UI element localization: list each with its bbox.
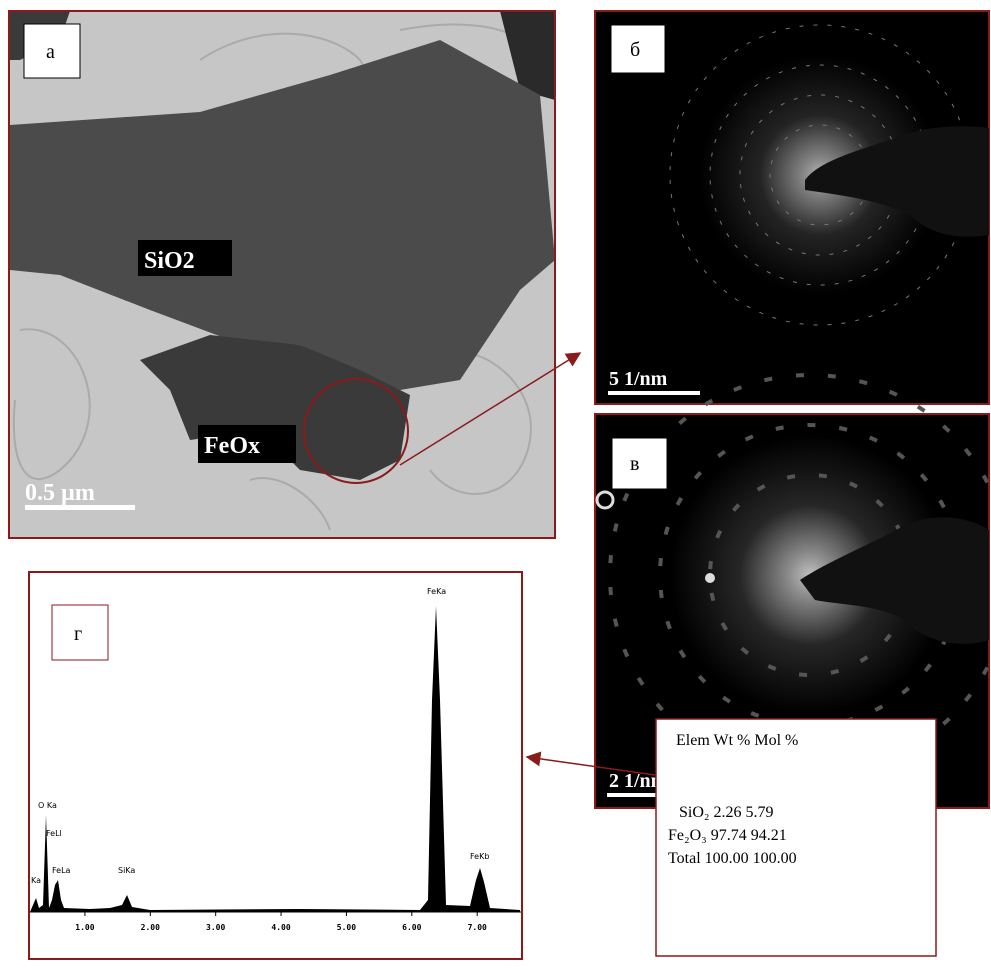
spot — [705, 573, 715, 583]
panel-label: б — [630, 39, 640, 61]
panel-label-box — [612, 438, 667, 489]
peak-label: FeKb — [470, 852, 489, 861]
x-tick-label: 1.00 — [75, 923, 94, 932]
table-row: SiO₂ 2.26 5.79 — [679, 804, 773, 821]
panel-label: г — [74, 623, 82, 645]
scale-bar-label: 5 1/nm — [609, 368, 668, 390]
scale-bar — [608, 391, 700, 395]
scale-bar-label: 0.5 µm — [25, 480, 95, 506]
scale-bar — [25, 505, 135, 510]
peak-label: O Ka — [38, 801, 57, 810]
x-tick-label: 7.00 — [468, 923, 487, 932]
peak-label: FeLa — [52, 866, 71, 875]
table-row: Total 100.00 100.00 — [668, 850, 797, 867]
x-tick-label: 6.00 — [402, 923, 421, 932]
table-header: Elem Wt % Mol % — [676, 732, 798, 749]
figure: а SiO2 FeOx 0.5 µm б 5 1/nm в 2 1/nm — [0, 0, 991, 970]
x-tick-label: 4.00 — [271, 923, 290, 932]
composition-table: Elem Wt % Mol % SiO₂ 2.26 5.79 Fe₂O₃ 97.… — [656, 719, 936, 956]
peak-label: Ka — [31, 876, 41, 885]
panel-g: г 1.00 2.00 3.00 4.00 5.00 6.00 7.00 O Ka FeLl Fe… — [29, 572, 522, 959]
panel-label: а — [46, 41, 55, 63]
x-tick-label: 3.00 — [206, 923, 225, 932]
x-tick-label: 2.00 — [141, 923, 160, 932]
peak-label: FeLl — [46, 829, 62, 838]
annotation: SiO2 — [144, 248, 195, 274]
x-tick-label: 5.00 — [337, 923, 356, 932]
panel-label: в — [630, 453, 639, 475]
peak-label: FeKa — [427, 587, 446, 596]
peak-label: SiKa — [118, 866, 135, 875]
table-row: Fe₂O₃ 97.74 94.21 — [668, 827, 787, 844]
panel-a: а SiO2 FeOx 0.5 µm — [9, 11, 555, 538]
panel-b: б 5 1/nm — [595, 11, 989, 404]
annotation: FeOx — [204, 433, 260, 459]
